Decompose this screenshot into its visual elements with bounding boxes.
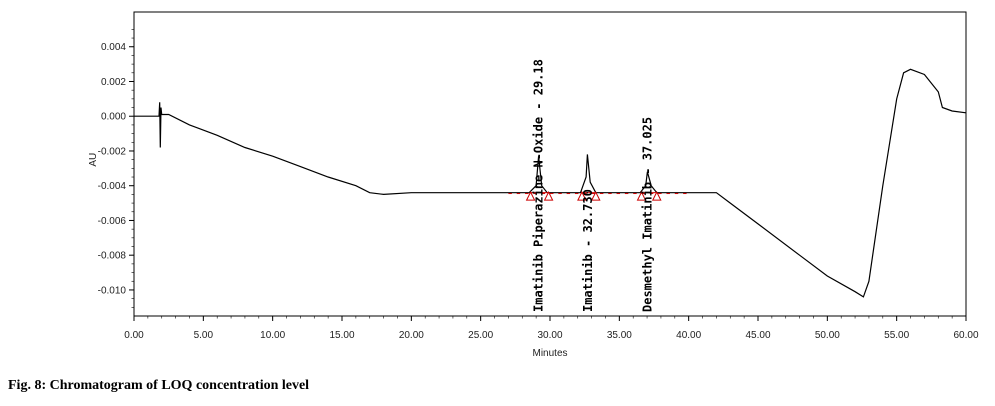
x-tick-label: 60.00 [953, 330, 978, 341]
y-tick-label: -0.006 [98, 216, 127, 227]
chromatogram-line [134, 68, 967, 298]
x-axis-label: Minutes [532, 348, 567, 359]
x-tick-label: 15.00 [329, 330, 354, 341]
y-tick-label: -0.004 [98, 181, 127, 192]
integration-marker [525, 191, 536, 201]
y-tick-label: -0.002 [98, 146, 127, 157]
y-axis: 0.004 0.002 0.000 -0.002 -0.004 -0.006 -0.008 -… [98, 29, 134, 308]
peak-labels: Imatinib Piperazine N-Oxide - 29.18 Imati… [532, 59, 655, 312]
x-tick-label: 35.00 [607, 330, 632, 341]
chromatogram-chart: 0.004 0.002 0.000 -0.002 -0.004 -0.006 -0.008 -… [88, 11, 979, 359]
peak-label: Desmethyl Imatinib - 37.025 [640, 117, 654, 312]
x-tick-label: 25.00 [468, 330, 493, 341]
y-tick-label: -0.008 [98, 251, 127, 262]
x-tick-label: 20.00 [399, 330, 424, 341]
integration-marker [590, 191, 601, 201]
y-tick-label: -0.010 [98, 285, 127, 296]
integration-marker [636, 191, 647, 201]
x-tick-label: 55.00 [884, 330, 909, 341]
integration-marker [577, 191, 587, 201]
baseline-markers [508, 191, 687, 201]
x-tick-label: 50.00 [815, 330, 840, 341]
y-axis-label: AU [88, 153, 99, 167]
chromatogram-series [134, 68, 967, 298]
x-tick-label: 10.00 [260, 330, 285, 341]
peak-label: Imatinib Piperazine N-Oxide - 29.18 [532, 59, 546, 312]
x-axis: 0.00 5.00 10.00 15.00 20.00 25.00 30.00 35.00 40… [124, 316, 979, 341]
x-tick-label: 5.00 [194, 330, 214, 341]
plot-frame [133, 11, 967, 317]
integration-marker [651, 191, 662, 201]
y-tick-label: 0.002 [101, 77, 126, 88]
integration-marker [543, 191, 554, 201]
y-tick-label: 0.004 [101, 42, 126, 53]
plot-border [133, 11, 967, 317]
figure-caption: Fig. 8: Chromatogram of LOQ concentratio… [8, 378, 310, 393]
y-tick-label: 0.000 [101, 112, 126, 123]
x-tick-label: 0.00 [124, 330, 144, 341]
peak-label: Imatinib - 32.730 [581, 189, 595, 312]
x-tick-label: 40.00 [676, 330, 701, 341]
x-tick-label: 30.00 [537, 330, 562, 341]
x-tick-label: 45.00 [745, 330, 770, 341]
